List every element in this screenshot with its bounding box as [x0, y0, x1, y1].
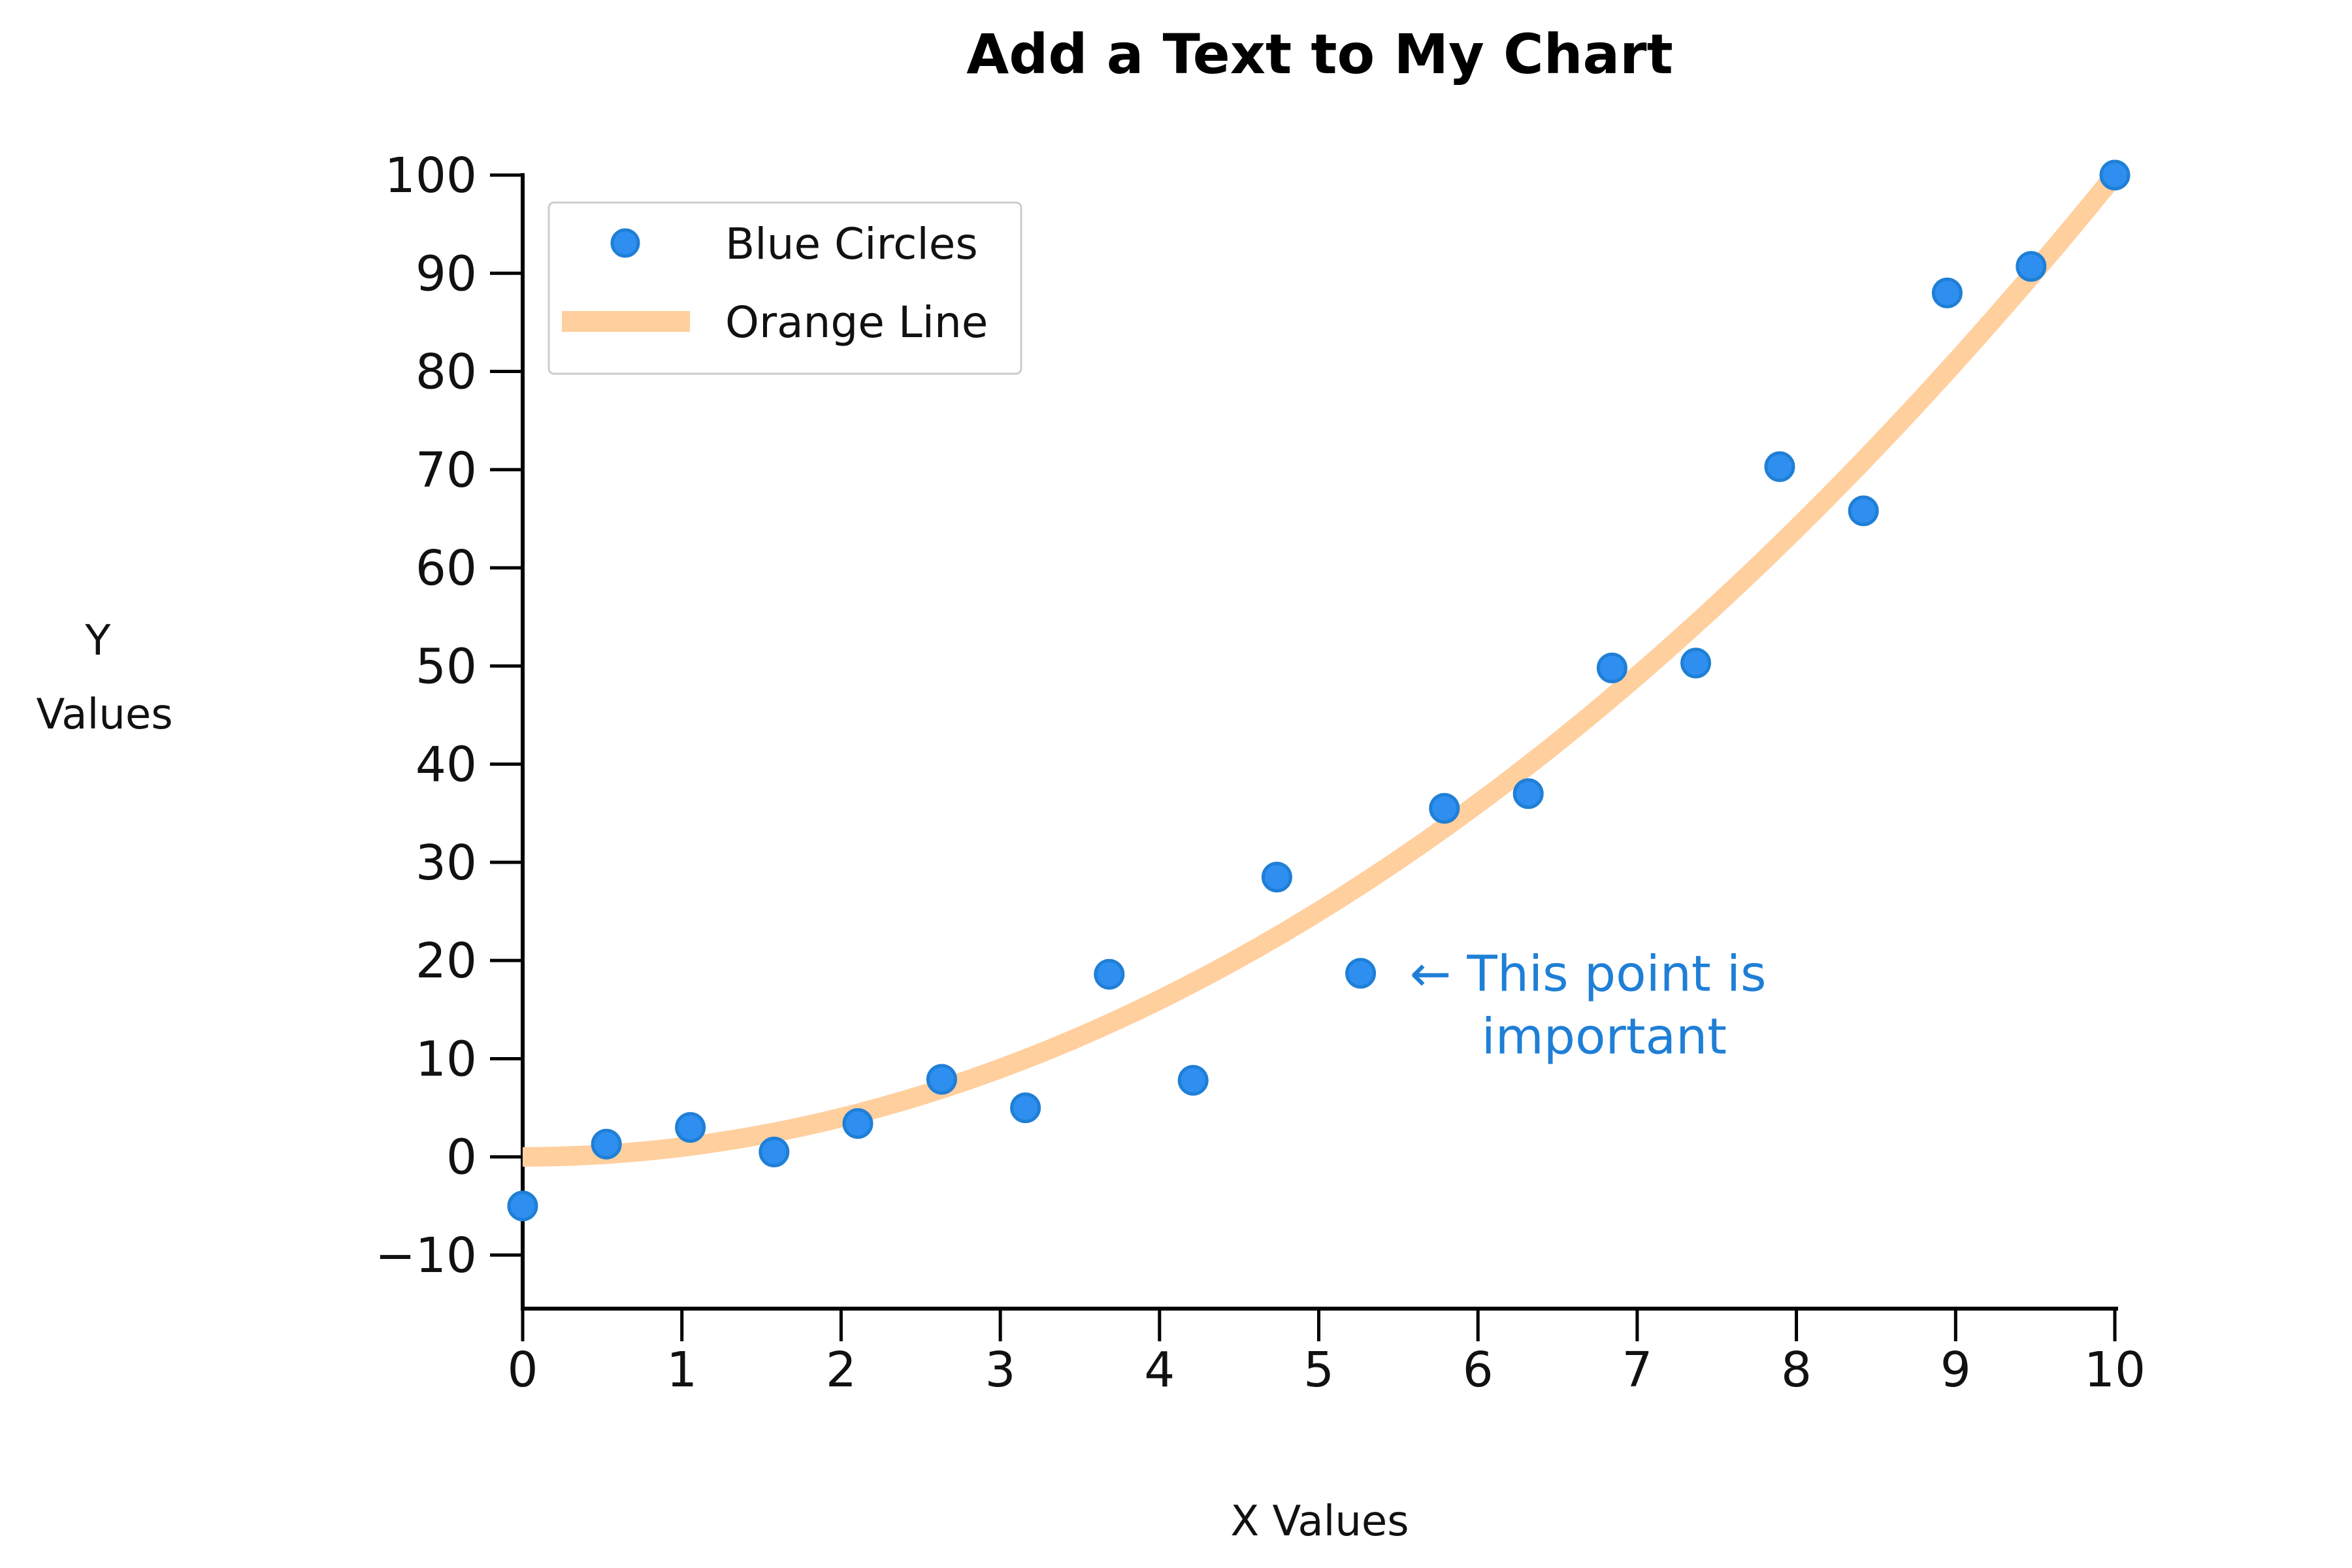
x-tick-label: 5 — [1303, 1342, 1334, 1398]
chart-title: Add a Text to My Chart — [966, 22, 1673, 86]
y-axis-label-line-1: Y — [84, 617, 111, 665]
scatter-point — [759, 1136, 790, 1168]
y-tick-label: 30 — [416, 835, 477, 891]
x-tick-label: 10 — [2084, 1342, 2146, 1398]
x-tick-label: 4 — [1144, 1342, 1175, 1398]
x-tick-label: 9 — [1940, 1342, 1971, 1398]
scatter-point — [1931, 277, 1963, 308]
scatter-point — [1848, 495, 1879, 527]
plot-area — [507, 159, 2131, 1222]
y-tick-label: 50 — [416, 638, 477, 694]
orange-line-series — [521, 169, 2123, 1167]
x-tick-label: 2 — [826, 1342, 857, 1398]
x-tick-label: 1 — [666, 1342, 697, 1398]
scatter-point — [2099, 159, 2131, 191]
scatter-point — [1094, 958, 1125, 990]
y-tick-label: 10 — [416, 1031, 477, 1087]
x-tick-label: 0 — [507, 1342, 538, 1398]
y-tick-label: 60 — [416, 540, 477, 596]
y-tick-label: 20 — [416, 933, 477, 989]
x-tick-label: 6 — [1463, 1342, 1494, 1398]
scatter-point — [2016, 251, 2047, 282]
x-tick-label: 7 — [1622, 1342, 1652, 1398]
y-axis-ticks: −10 0 10 20 30 40 50 60 70 80 90 100 — [375, 148, 523, 1284]
y-tick-label: −10 — [375, 1228, 477, 1284]
scatter-point — [591, 1128, 622, 1160]
y-tick-label: 80 — [416, 344, 477, 400]
scatter-point — [1429, 792, 1460, 824]
y-tick-label: 40 — [416, 737, 477, 793]
scatter-point — [1177, 1065, 1209, 1096]
annotation-line-2: important — [1482, 1007, 1727, 1066]
scatter-point — [926, 1064, 957, 1095]
scatter-point — [1596, 652, 1627, 683]
y-axis-label: Y Values — [36, 617, 172, 739]
x-axis-ticks: 0 1 2 3 4 5 6 7 8 9 10 — [507, 1309, 2146, 1398]
annotation: ← This point is important — [1410, 945, 1782, 1066]
y-tick-label: 100 — [385, 148, 477, 204]
scatter-point — [507, 1190, 538, 1222]
legend-label-blue-circles: Blue Circles — [725, 219, 978, 269]
y-tick-label: 0 — [446, 1130, 477, 1186]
scatter-point — [1680, 647, 1712, 679]
y-axis-label-line-2: Values — [36, 691, 172, 739]
scatter-point — [1261, 861, 1292, 892]
scatter-point — [1764, 451, 1795, 482]
scatter-point — [1345, 958, 1377, 989]
scatter-point — [1512, 778, 1544, 809]
x-tick-label: 3 — [985, 1342, 1016, 1398]
x-axis-label: X Values — [1230, 1497, 1409, 1546]
legend-label-orange-line: Orange Line — [725, 297, 988, 348]
scatter-point — [675, 1112, 706, 1143]
legend-marker-blue-circles — [610, 228, 640, 258]
y-tick-label: 90 — [416, 246, 477, 302]
y-tick-label: 70 — [416, 442, 477, 498]
scatter-point — [1010, 1092, 1041, 1124]
scatter-point — [842, 1108, 874, 1139]
legend: Blue Circles Orange Line — [547, 201, 1022, 375]
annotation-line-1: ← This point is — [1410, 945, 1767, 1003]
x-tick-label: 8 — [1781, 1342, 1812, 1398]
